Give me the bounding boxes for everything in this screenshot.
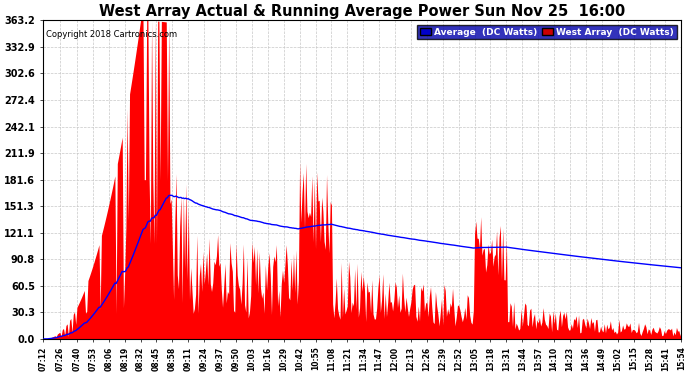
Title: West Array Actual & Running Average Power Sun Nov 25  16:00: West Array Actual & Running Average Powe…	[99, 4, 625, 19]
Text: Copyright 2018 Cartronics.com: Copyright 2018 Cartronics.com	[46, 30, 177, 39]
Legend: Average  (DC Watts), West Array  (DC Watts): Average (DC Watts), West Array (DC Watts…	[417, 25, 677, 39]
